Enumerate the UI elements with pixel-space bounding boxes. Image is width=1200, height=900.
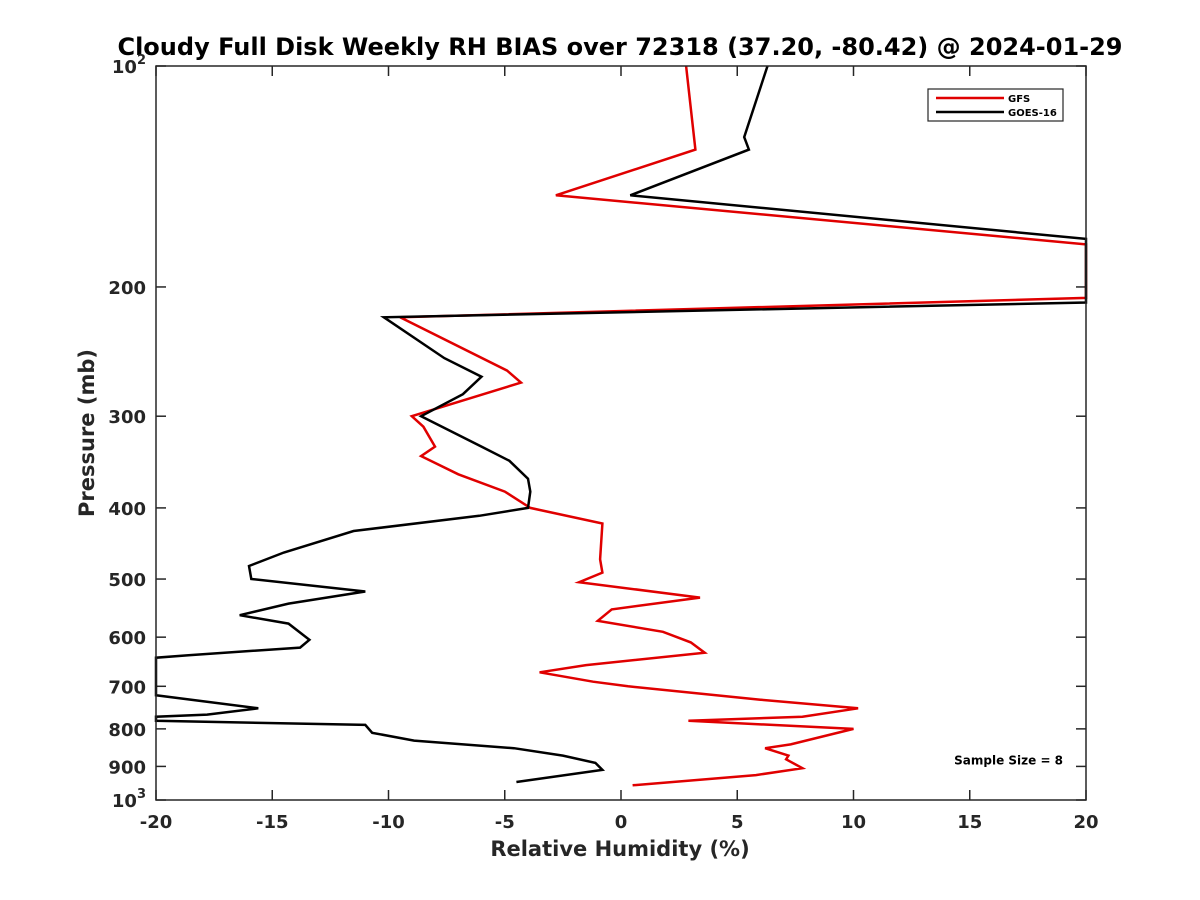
y-tick-label: 400 — [108, 499, 146, 520]
x-tick-label: -5 — [495, 812, 515, 833]
x-tick-label: -10 — [372, 812, 405, 833]
x-tick-label: 15 — [957, 812, 982, 833]
legend: GFS GOES-16 — [927, 88, 1064, 122]
x-tick-label: 5 — [731, 812, 744, 833]
y-axis-label: Pressure (mb) — [75, 349, 99, 517]
y-tick-label: 800 — [108, 720, 146, 741]
x-tick-label: 10 — [841, 812, 866, 833]
y-tick-label: 500 — [108, 570, 146, 591]
y-tick-label: 103 — [112, 787, 146, 812]
y-tick-label: 900 — [108, 757, 146, 778]
legend-box — [927, 88, 1064, 122]
legend-label: GOES-16 — [1008, 108, 1057, 119]
x-tick-label: 0 — [615, 812, 628, 833]
x-axis-label: Relative Humidity (%) — [490, 837, 749, 861]
series-line-goes-16 — [154, 65, 1088, 784]
x-tick-label: -15 — [256, 812, 289, 833]
annotations: Sample Size = 8 — [954, 754, 1063, 768]
sample-size-annotation: Sample Size = 8 — [954, 754, 1063, 768]
plot-frame — [155, 65, 1087, 801]
y-tick-label: 200 — [108, 278, 146, 299]
chart-title: Cloudy Full Disk Weekly RH BIAS over 723… — [117, 33, 1122, 61]
y-tick-label: 300 — [108, 407, 146, 428]
y-tick-label: 102 — [112, 53, 146, 78]
legend-label: GFS — [1008, 94, 1030, 105]
y-tick-label: 700 — [108, 677, 146, 698]
y-tick-label: 600 — [108, 628, 146, 649]
axis-ticks: -20 -15 -10 -5 0 5 10 15 20 102 200 300 400 500 600 700… — [108, 53, 1098, 833]
x-tick-label: -20 — [140, 812, 173, 833]
series-lines — [154, 65, 1088, 787]
series-line-gfs — [399, 65, 1088, 787]
x-tick-label: 20 — [1073, 812, 1098, 833]
